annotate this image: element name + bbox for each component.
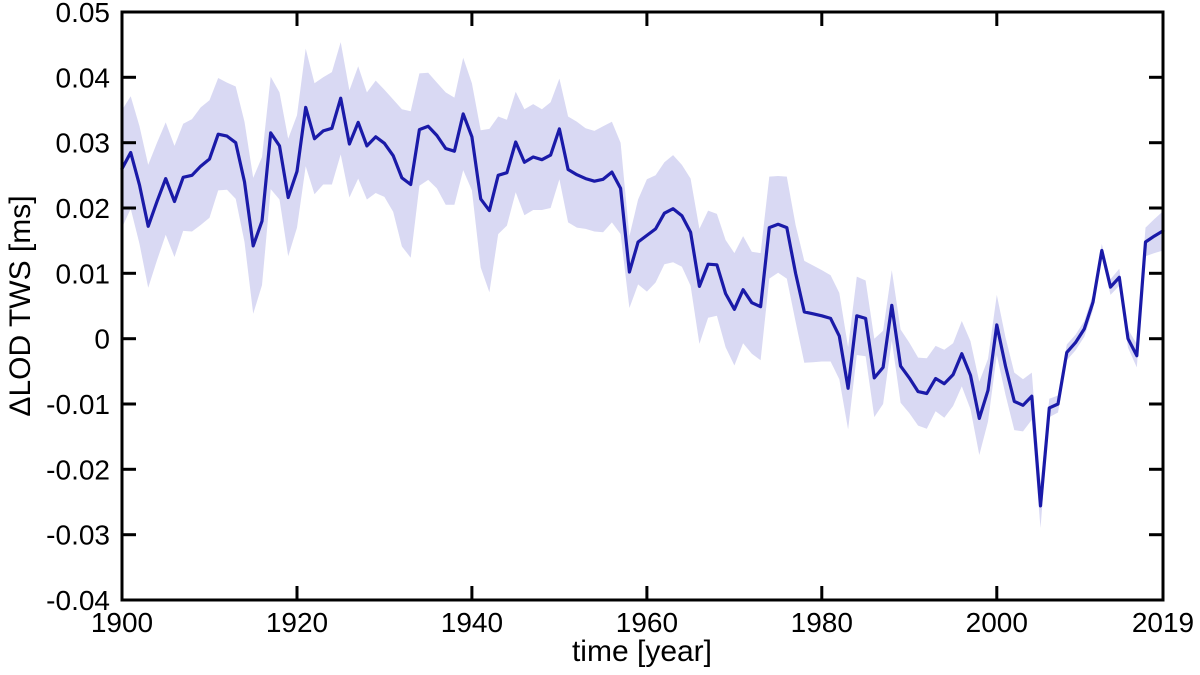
x-tick-label: 1960	[616, 607, 678, 638]
x-tick-label: 1900	[91, 607, 153, 638]
x-tick-label: 1980	[791, 607, 853, 638]
band-layer	[122, 42, 1163, 529]
y-axis-label: ΔLOD TWS [ms]	[4, 195, 37, 416]
x-tick-label: 2000	[966, 607, 1028, 638]
x-axis-label: time [year]	[572, 635, 712, 668]
y-tick-label: -0.01	[46, 389, 110, 420]
plot-frame	[120, 10, 1165, 602]
line-layer	[120, 96, 1165, 508]
tick-label-layer: 1900 1920 1940 1960 1980 2000 2019 0.05 0.04 0.03…	[46, 0, 1194, 638]
y-tick-label: -0.02	[46, 454, 110, 485]
x-tick-label: 2019	[1132, 607, 1194, 638]
y-tick-label: 0.02	[56, 193, 111, 224]
y-tick-label: 0.03	[56, 128, 111, 159]
y-tick-label: -0.03	[46, 520, 110, 551]
y-tick-label: 0.01	[56, 258, 111, 289]
y-tick-label: 0	[94, 324, 110, 355]
data-line	[120, 96, 1165, 508]
y-tick-label: 0.05	[56, 0, 111, 28]
confidence-band	[122, 42, 1163, 529]
x-tick-label: 1940	[441, 607, 503, 638]
axes-layer	[120, 10, 1165, 602]
y-tick-label: -0.04	[46, 585, 110, 616]
x-tick-label: 1920	[266, 607, 328, 638]
y-tick-label: 0.04	[56, 62, 111, 93]
